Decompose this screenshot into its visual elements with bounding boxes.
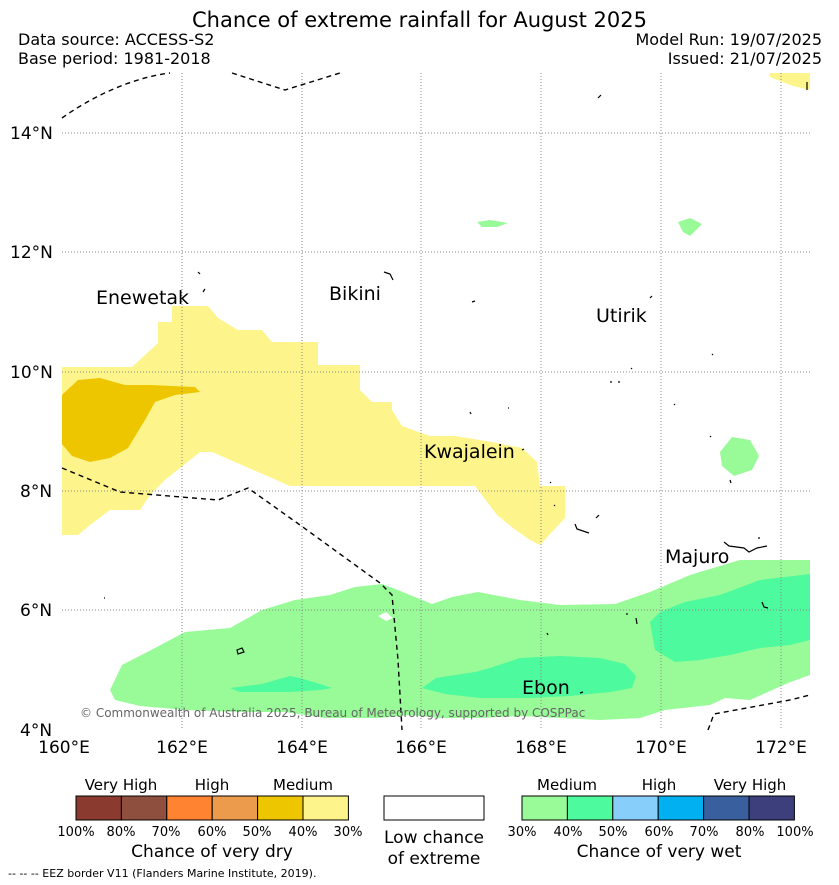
wet-tick-100: 100% [776, 825, 813, 840]
place-labels: Enewetak Bikini Utirik Kwajalein Majuro … [96, 283, 729, 699]
lon-label-172: 172°E [755, 738, 807, 758]
lon-label-168: 168°E [515, 738, 567, 758]
dry-swatch-5 [257, 795, 304, 821]
dry-legend-ticks: 100% 80% 70% 60% 50% 40% 30% [57, 825, 362, 840]
header-right: Model Run: 19/07/2025 Issued: 21/07/2025 [636, 30, 823, 68]
low-chance-line2: of extreme [388, 849, 481, 869]
white-gap [378, 612, 393, 621]
dry-level-high: High [195, 776, 229, 794]
copyright-note: © Commonwealth of Australia 2025, Bureau… [80, 706, 585, 720]
dry-tick-70: 70% [152, 825, 181, 840]
issued-date: Issued: 21/07/2025 [667, 49, 822, 68]
dry-level-medium: Medium [273, 776, 333, 794]
dry-caption: Chance of very dry [131, 842, 293, 862]
lon-label-164: 164°E [276, 738, 328, 758]
model-run: Model Run: 19/07/2025 [635, 30, 823, 49]
base-period: Base period: 1981-2018 [18, 49, 211, 68]
wet-swatch-2 [566, 795, 614, 821]
lat-label-12: 12°N [10, 243, 53, 263]
lon-label-162: 162°E [156, 738, 208, 758]
dry-tick-50: 50% [243, 825, 272, 840]
dry-swatch-6 [302, 795, 349, 821]
wet-level-medium: Medium [537, 776, 597, 794]
islands [104, 82, 808, 694]
dry-tick-30: 30% [334, 825, 363, 840]
lat-label-4: 4°N [20, 721, 52, 741]
dry-swatch-2 [120, 795, 168, 821]
eez-borders [61, 72, 811, 731]
header-left: Data source: ACCESS-S2 Base period: 1981… [18, 30, 214, 68]
wet-caption: Chance of very wet [577, 842, 742, 862]
wet-legend-ticks: 30% 40% 50% 60% 70% 80% 100% [508, 825, 814, 840]
lat-labels: 14°N 12°N 10°N 8°N 6°N 4°N [10, 124, 53, 741]
place-bikini: Bikini [329, 283, 381, 305]
dry-tick-100: 100% [57, 825, 94, 840]
dry-medium-region [62, 306, 565, 545]
dry-swatch-3 [166, 795, 213, 821]
dry-swatch-1 [75, 795, 122, 821]
wet-tick-50: 50% [599, 825, 628, 840]
wet-tick-80: 80% [736, 825, 765, 840]
eez-footnote: -- -- -- EEZ border V11 (Flanders Marine… [8, 867, 317, 880]
wet-high-region-east [650, 574, 810, 662]
wet-colorbar [521, 795, 795, 821]
lat-label-6: 6°N [20, 601, 52, 621]
dry-tick-60: 60% [198, 825, 227, 840]
wet-tick-40: 40% [554, 825, 583, 840]
lat-label-14: 14°N [10, 124, 53, 144]
wet-tick-30: 30% [508, 825, 537, 840]
wet-high-region-west [230, 676, 332, 692]
wet-swatch-5 [703, 795, 750, 821]
wet-blob-1 [477, 220, 508, 227]
wet-swatch-4 [657, 795, 705, 821]
dry-level-very-high: Very High [85, 776, 158, 794]
place-utirik: Utirik [596, 305, 647, 327]
wet-tick-70: 70% [690, 825, 719, 840]
wet-swatch-3 [612, 795, 659, 821]
dry-colorbar [75, 795, 349, 821]
place-kwajalein: Kwajalein [424, 441, 515, 463]
low-chance-swatch [383, 795, 485, 821]
lon-label-166: 166°E [395, 738, 447, 758]
wet-swatch-1 [521, 795, 568, 821]
wet-level-very-high: Very High [714, 776, 787, 794]
wet-level-high: High [642, 776, 676, 794]
wet-swatch-6 [748, 795, 795, 821]
lon-label-160: 160°E [38, 738, 90, 758]
dry-swatch-4 [211, 795, 259, 821]
place-enewetak: Enewetak [96, 287, 189, 309]
lat-label-8: 8°N [20, 482, 52, 502]
data-source: Data source: ACCESS-S2 [18, 30, 215, 49]
dry-tick-80: 80% [107, 825, 136, 840]
place-ebon: Ebon [522, 677, 570, 699]
map-title: Chance of extreme rainfall for August 20… [192, 8, 647, 32]
wet-legend-levels: Medium High Very High [537, 776, 786, 794]
lat-label-10: 10°N [10, 363, 53, 383]
wet-blob-2 [678, 218, 702, 236]
dry-blob-ne [770, 73, 810, 90]
place-majuro: Majuro [665, 546, 729, 568]
dry-high-region [62, 378, 200, 462]
lon-labels: 160°E 162°E 164°E 166°E 168°E 170°E 172°… [38, 738, 807, 758]
wet-high-region-ebon [422, 656, 636, 698]
wet-tick-60: 60% [645, 825, 674, 840]
dry-legend-levels: Very High High Medium [85, 776, 333, 794]
dry-tick-40: 40% [289, 825, 318, 840]
low-chance-line1: Low chance [384, 828, 484, 848]
wet-blob-3 [720, 437, 759, 476]
lon-label-170: 170°E [635, 738, 687, 758]
